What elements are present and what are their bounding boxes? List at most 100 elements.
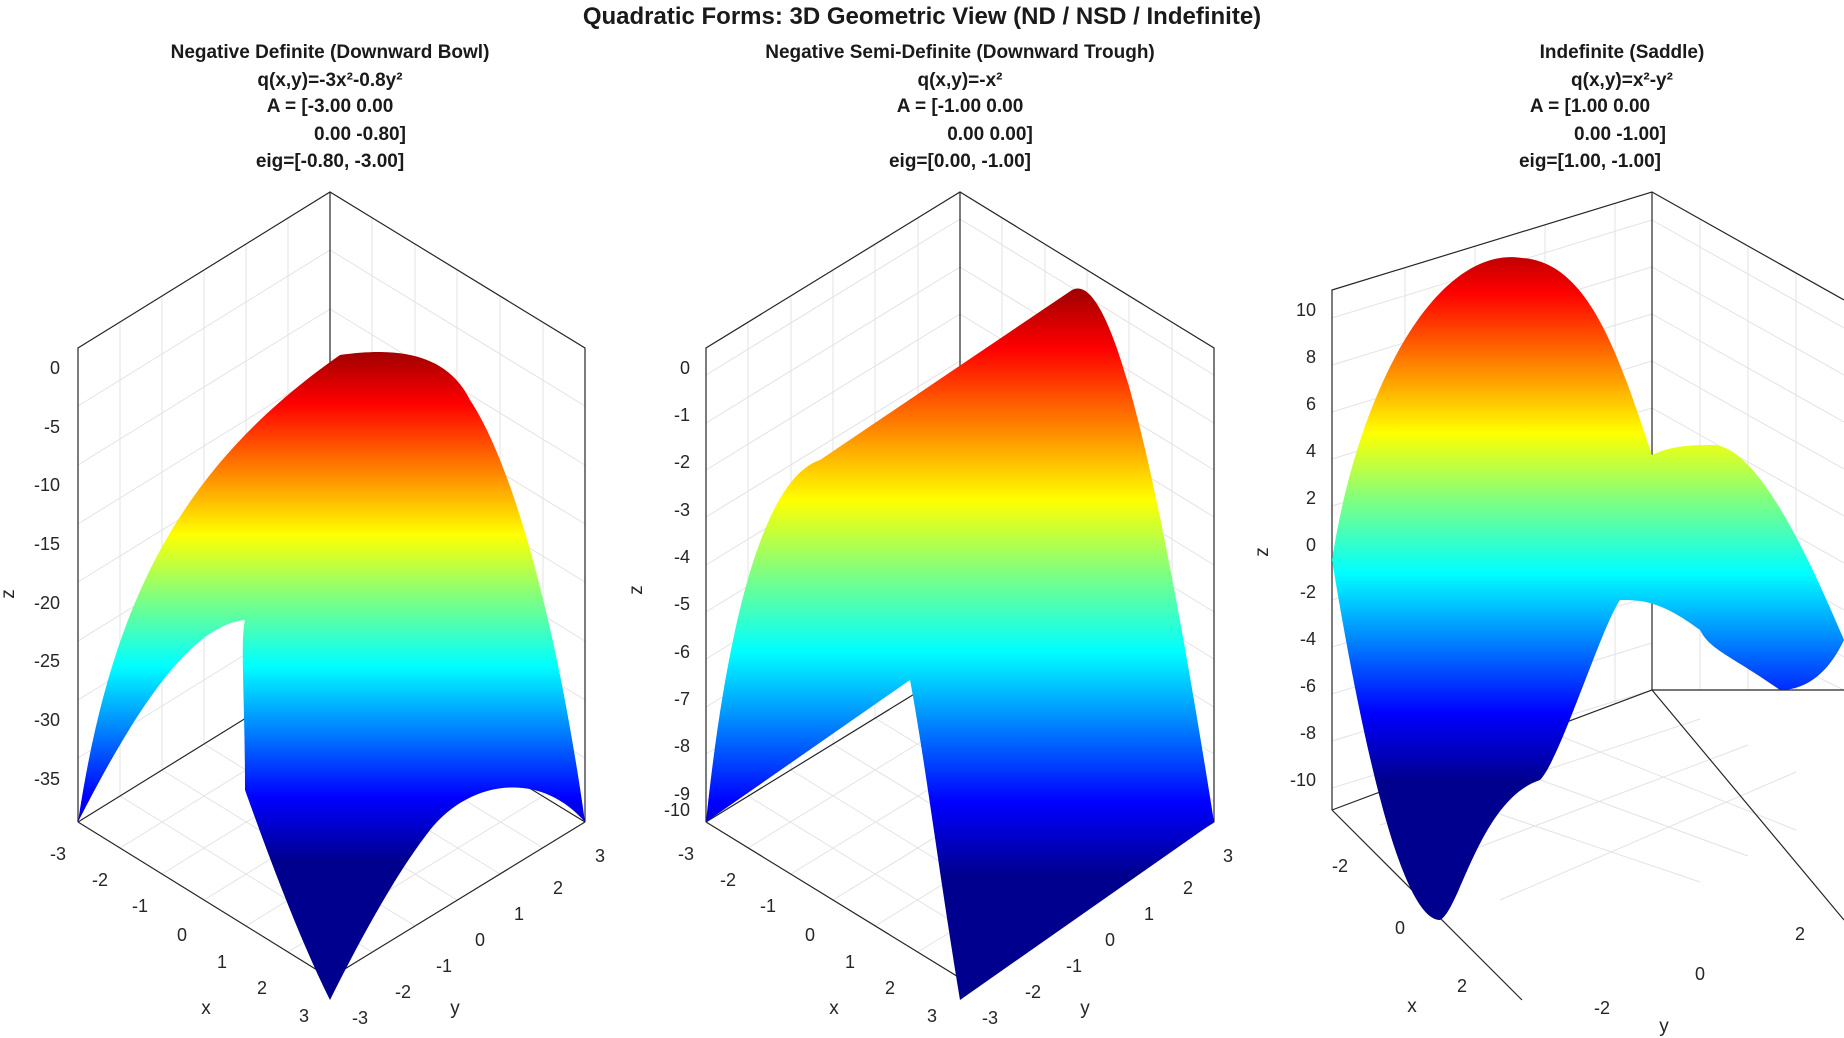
y-tick: 0 [1695, 964, 1705, 984]
x-tick: 3 [927, 1006, 937, 1026]
z-tick: 4 [1306, 441, 1316, 461]
y-tick: 3 [595, 846, 605, 866]
panel-title-line: eig=[0.00, -1.00] [889, 151, 1031, 172]
x-tick: 1 [217, 952, 227, 972]
x-axis-label: x [829, 998, 839, 1019]
x-axis-label: x [201, 998, 211, 1019]
z-tick: 0 [1306, 535, 1316, 555]
z-tick: -15 [34, 534, 60, 554]
z-axis-label: z [1252, 547, 1273, 557]
z-tick: -4 [674, 547, 690, 567]
x-axis-label: x [1407, 996, 1417, 1017]
x-tick: -2 [1332, 856, 1348, 876]
y-tick: -1 [436, 956, 452, 976]
panel-negative-semi-definite: Negative Semi-Definite (Downward Trough)… [626, 42, 1233, 1028]
y-tick: 3 [1223, 846, 1233, 866]
panel-title-line: A = [-1.00 0.00 [897, 96, 1024, 117]
y-tick: 2 [553, 878, 563, 898]
panel-indefinite: Indefinite (Saddle) q(x,y)=x²-y² A = [1.… [1252, 42, 1844, 1037]
surface [706, 288, 1214, 1000]
z-tick: -20 [34, 593, 60, 613]
y-tick: 1 [514, 904, 524, 924]
x-tick: 2 [257, 978, 267, 998]
panel-title-line: q(x,y)=x²-y² [1571, 70, 1673, 91]
z-tick: -2 [674, 452, 690, 472]
z-axis-label: z [626, 585, 647, 595]
z-ticks: 0 -5 -10 -15 -20 -25 -30 -35 [34, 358, 60, 789]
x-ticks: -2 0 2 [1332, 856, 1467, 996]
panel-title-line: Negative Semi-Definite (Downward Trough) [765, 42, 1155, 63]
z-tick: -10 [1290, 770, 1316, 790]
x-tick: -3 [50, 844, 66, 864]
y-ticks: -3 -2 -1 0 1 2 3 [352, 846, 605, 1028]
x-tick: 0 [805, 925, 815, 945]
x-tick: 2 [1457, 976, 1467, 996]
z-tick: -3 [674, 500, 690, 520]
figure-title: Quadratic Forms: 3D Geometric View (ND /… [583, 3, 1261, 30]
z-tick: -8 [1300, 723, 1316, 743]
y-tick: -2 [1025, 982, 1041, 1002]
z-tick: 8 [1306, 347, 1316, 367]
z-axis-label: z [0, 589, 19, 599]
x-ticks: -3 -2 -1 0 1 2 3 [50, 844, 309, 1026]
y-tick: -3 [352, 1008, 368, 1028]
z-tick: -2 [1300, 582, 1316, 602]
z-tick: -35 [34, 769, 60, 789]
panel-title-line: A = [-3.00 0.00 [267, 96, 394, 117]
surface [78, 352, 585, 1000]
z-tick: -9 [674, 784, 690, 804]
x-tick: -1 [132, 896, 148, 916]
z-tick: -6 [674, 642, 690, 662]
y-tick: 2 [1795, 924, 1805, 944]
x-tick: -1 [760, 896, 776, 916]
panel-negative-definite: Negative Definite (Downward Bowl) q(x,y)… [0, 42, 605, 1028]
x-tick: -2 [720, 870, 736, 890]
z-tick: -25 [34, 651, 60, 671]
x-tick: 3 [299, 1006, 309, 1026]
z-tick: -5 [674, 594, 690, 614]
z-tick: -6 [1300, 676, 1316, 696]
x-tick: 1 [845, 952, 855, 972]
z-tick: -30 [34, 710, 60, 730]
panel-title-line: 0.00 0.00] [947, 124, 1033, 145]
z-tick: -1 [674, 405, 690, 425]
panel-title-line: eig=[-0.80, -3.00] [256, 151, 404, 172]
y-tick: -3 [982, 1008, 998, 1028]
y-tick: 0 [1105, 930, 1115, 950]
z-tick: 2 [1306, 488, 1316, 508]
y-ticks: -2 0 2 [1594, 924, 1805, 1018]
x-tick: -3 [678, 844, 694, 864]
panel-title-line: A = [1.00 0.00 [1530, 96, 1650, 117]
y-axis-label: y [1659, 1016, 1669, 1037]
z-tick: -5 [44, 417, 60, 437]
z-tick: -10 [34, 475, 60, 495]
x-tick: -2 [92, 870, 108, 890]
y-tick: 0 [475, 930, 485, 950]
y-tick: -1 [1066, 956, 1082, 976]
z-tick: -10 [664, 800, 690, 820]
panel-title-line: Indefinite (Saddle) [1540, 42, 1705, 63]
z-ticks: 0 -1 -2 -3 -4 -5 -6 -7 -8 -9 -10 [664, 358, 690, 820]
y-tick: 2 [1183, 878, 1193, 898]
y-axis-label: y [450, 998, 460, 1019]
x-ticks: -3 -2 -1 0 1 2 3 [678, 844, 937, 1026]
panel-title-line: q(x,y)=-x² [918, 70, 1003, 91]
panel-title-line: 0.00 -1.00] [1574, 124, 1666, 145]
panel-title-line: q(x,y)=-3x²-0.8y² [257, 70, 402, 91]
z-tick: 0 [680, 358, 690, 378]
z-tick: 6 [1306, 394, 1316, 414]
z-ticks: 10 8 6 4 2 0 -2 -4 -6 -8 -10 [1290, 300, 1316, 790]
panel-title-line: Negative Definite (Downward Bowl) [171, 42, 490, 63]
y-axis-label: y [1080, 998, 1090, 1019]
y-tick: -2 [1594, 998, 1610, 1018]
x-tick: 0 [1395, 918, 1405, 938]
surface [1332, 257, 1844, 920]
x-tick: 2 [885, 978, 895, 998]
z-tick: -8 [674, 736, 690, 756]
y-tick: -2 [395, 982, 411, 1002]
y-tick: 1 [1144, 904, 1154, 924]
panel-title-line: eig=[1.00, -1.00] [1519, 151, 1661, 172]
x-tick: 0 [177, 925, 187, 945]
z-tick: -4 [1300, 629, 1316, 649]
